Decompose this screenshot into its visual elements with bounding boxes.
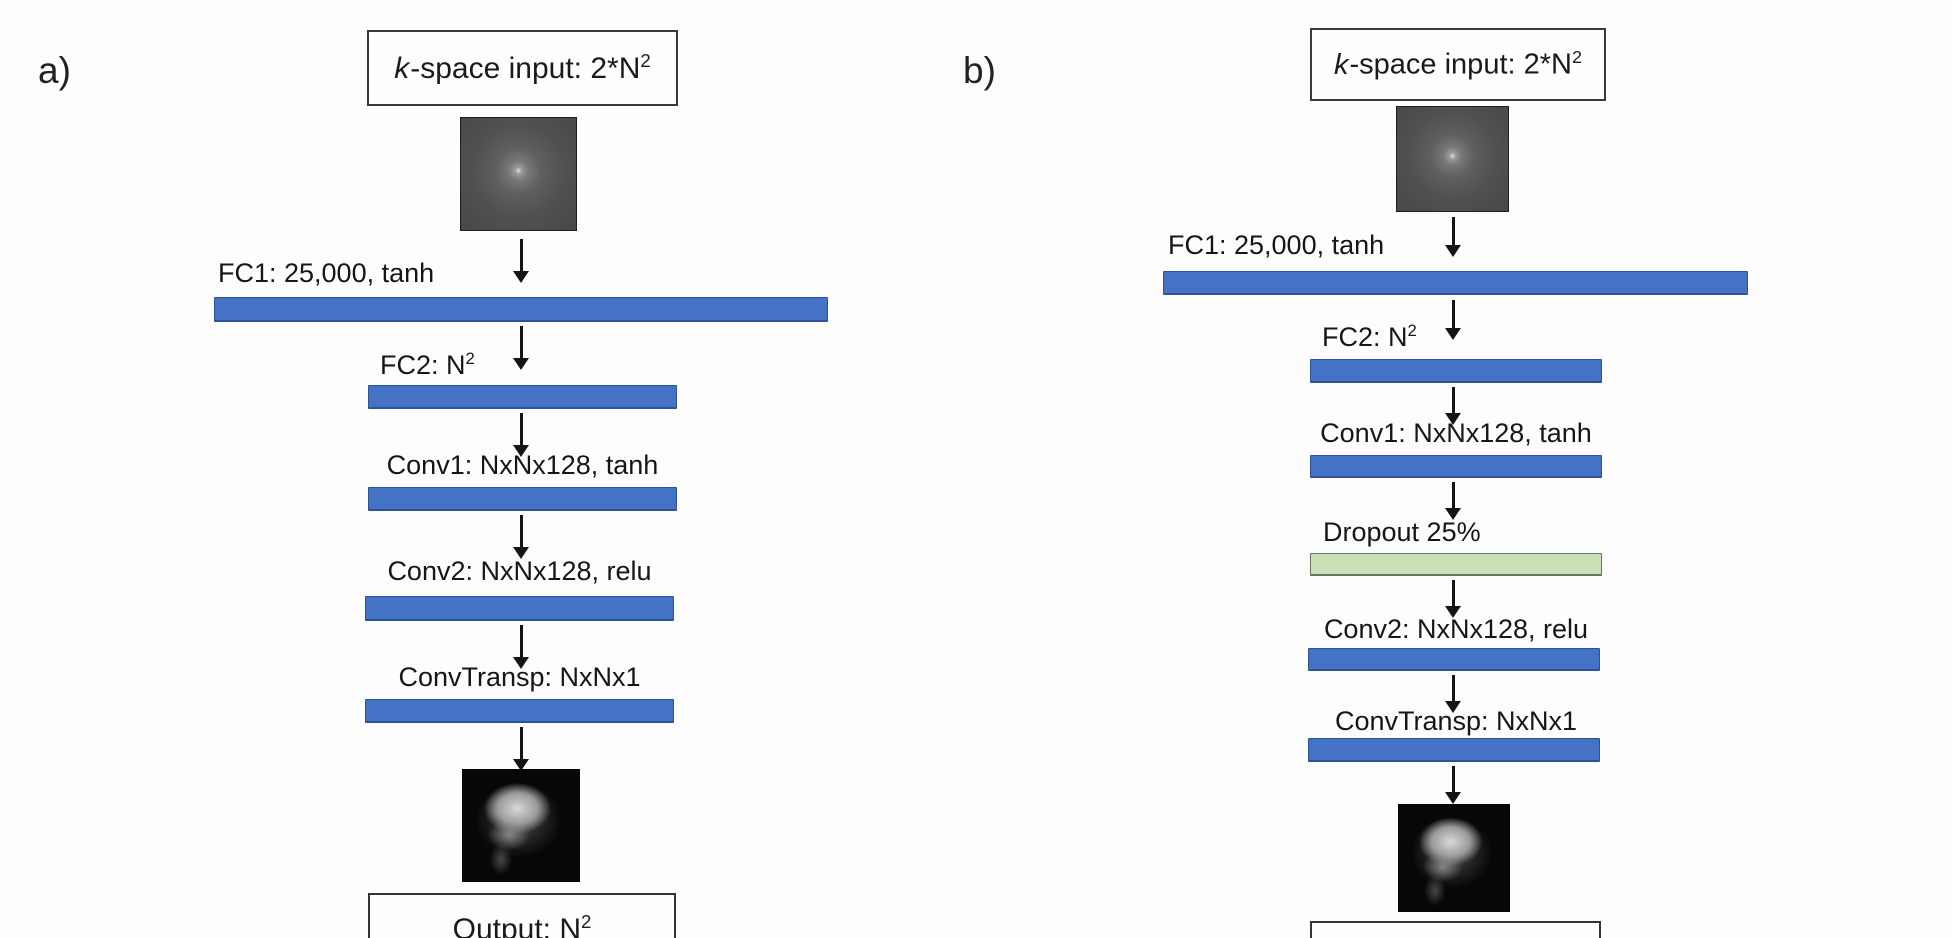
input-box-text: -space input: 2*N <box>410 52 641 85</box>
dropout-layer-bar <box>1310 553 1602 576</box>
conv1-layer-bar <box>368 487 677 511</box>
panel-a-input-box: k-space input: 2*N2 <box>367 30 678 106</box>
input-box-sup: 2 <box>1571 47 1582 68</box>
fc2-label: FC2: N2 <box>380 349 475 380</box>
conv2-label: Conv2: NxNx128, relu <box>1323 614 1589 644</box>
panel-b-label: b) <box>963 50 996 91</box>
fc2-layer-bar <box>368 385 677 409</box>
output-box-text: Output: N <box>452 913 582 938</box>
fc1-layer-bar <box>1163 271 1748 295</box>
panel-a-label: a) <box>38 50 71 91</box>
conv1-label: Conv1: NxNx128, tanh <box>1320 418 1592 448</box>
fc2-layer-bar <box>1310 359 1602 383</box>
input-box-text: -space input: 2*N <box>1349 48 1572 81</box>
conv2-layer-bar <box>1308 648 1600 671</box>
dropout-label: Dropout 25% <box>1323 517 1481 547</box>
brain-mri-image <box>462 769 580 882</box>
down-arrow-icon <box>1442 482 1464 520</box>
conv1-label: Conv1: NxNx128, tanh <box>386 450 659 480</box>
convtransp-layer-bar <box>1308 738 1600 762</box>
brain-mri-image <box>1398 804 1510 912</box>
panel-a-output-box: Output: N2 <box>368 893 676 938</box>
panel-b-output-box <box>1310 921 1601 938</box>
fc1-label: FC1: 25,000, tanh <box>218 258 435 288</box>
down-arrow-icon <box>510 727 532 771</box>
down-arrow-icon <box>510 515 532 559</box>
fc1-layer-bar <box>214 297 828 322</box>
down-arrow-icon <box>1442 300 1464 340</box>
conv2-label: Conv2: NxNx128, relu <box>387 556 652 586</box>
convtransp-label: ConvTransp: NxNx1 <box>1334 706 1578 736</box>
panel-b-input-box: k-space input: 2*N2 <box>1310 28 1606 101</box>
kspace-image <box>460 117 577 231</box>
kspace-image <box>1396 106 1509 212</box>
conv2-layer-bar <box>365 596 674 621</box>
down-arrow-icon <box>1442 766 1464 804</box>
conv1-layer-bar <box>1310 455 1602 478</box>
fc1-label: FC1: 25,000, tanh <box>1168 230 1385 260</box>
convtransp-label: ConvTransp: NxNx1 <box>398 662 641 692</box>
convtransp-layer-bar <box>365 699 674 723</box>
kspace-italic-k: k <box>394 52 410 85</box>
kspace-italic-k: k <box>1334 48 1349 81</box>
down-arrow-icon <box>510 239 532 283</box>
down-arrow-icon <box>510 326 532 370</box>
fc2-label: FC2: N2 <box>1322 321 1417 352</box>
output-box-sup: 2 <box>581 911 592 932</box>
input-box-sup: 2 <box>640 50 651 71</box>
down-arrow-icon <box>1442 217 1464 257</box>
down-arrow-icon <box>1442 580 1464 618</box>
